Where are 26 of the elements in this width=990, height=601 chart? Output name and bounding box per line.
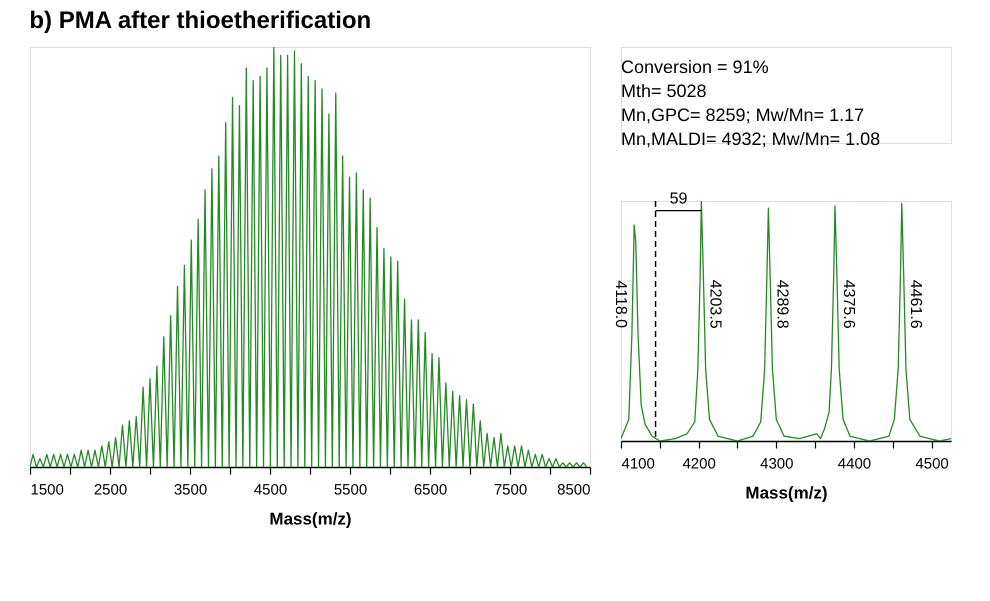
x-tick-label: 4500 bbox=[915, 456, 949, 472]
x-axis-title: Mass(m/z) bbox=[745, 484, 828, 502]
text: Conversion = 91% bbox=[621, 57, 769, 77]
annotation: 4203.5 bbox=[706, 280, 724, 329]
annotation: 4289.8 bbox=[773, 280, 790, 329]
x-tick-label: 4200 bbox=[682, 456, 716, 472]
x-tick-label: 1500 bbox=[30, 482, 64, 498]
text: Mth= 5028 bbox=[621, 81, 707, 101]
text: Mn,MALDI= 4932; Mw/Mn= 1.08 bbox=[621, 129, 880, 149]
annotation: 4375.6 bbox=[840, 280, 857, 329]
x-tick-label: 4500 bbox=[254, 482, 288, 498]
annotation: 4118.0 bbox=[612, 280, 629, 328]
x-axis-title: Mass(m/z) bbox=[269, 510, 352, 528]
x-tick-label: 4300 bbox=[760, 456, 794, 472]
x-tick-label: 8500 bbox=[557, 482, 590, 498]
annotation: 59 bbox=[670, 190, 688, 208]
x-tick-label: 7500 bbox=[494, 482, 528, 498]
x-tick-label: 4400 bbox=[838, 456, 872, 472]
x-tick-label: 2500 bbox=[94, 482, 128, 498]
annotation: 4461.6 bbox=[906, 280, 924, 329]
x-tick-label: 3500 bbox=[174, 482, 208, 498]
x-tick-label: 4100 bbox=[622, 456, 655, 472]
x-tick-label: 6500 bbox=[414, 482, 448, 498]
chart-title: b) PMA after thioetherification bbox=[29, 7, 372, 34]
x-tick-label: 5500 bbox=[334, 482, 368, 498]
text: Mn,GPC= 8259; Mw/Mn= 1.17 bbox=[621, 105, 864, 125]
